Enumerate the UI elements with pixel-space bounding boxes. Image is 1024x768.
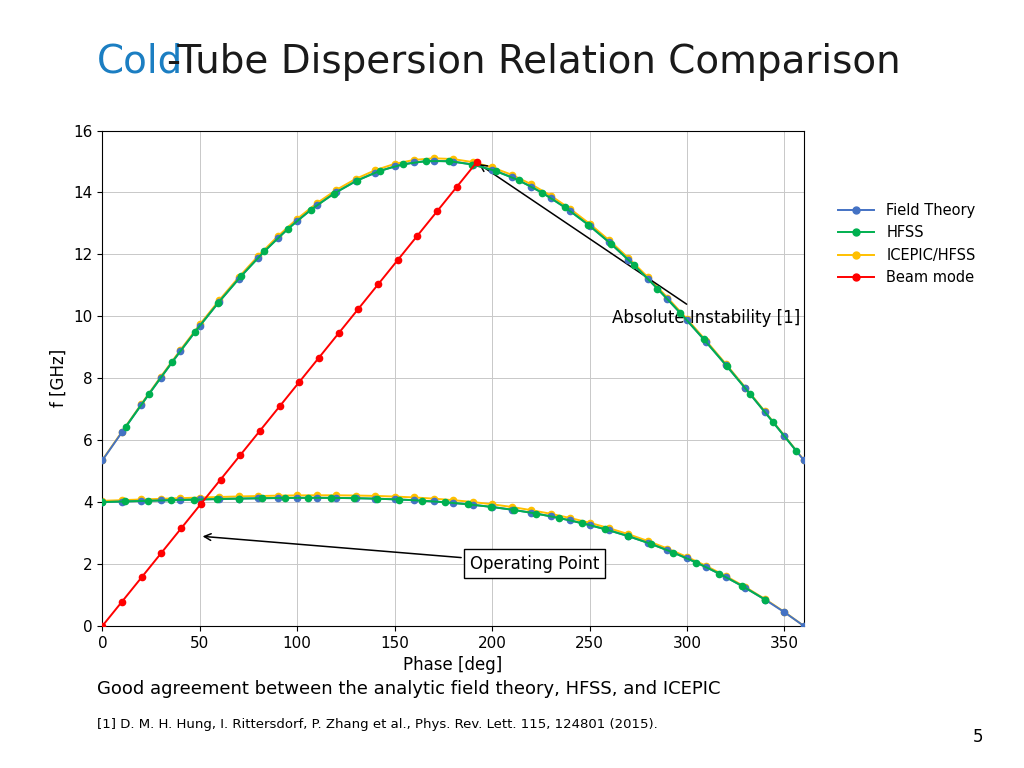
Text: Absolute Instability [1]: Absolute Instability [1] — [480, 165, 801, 326]
Text: 5: 5 — [973, 729, 983, 746]
Text: Good agreement between the analytic field theory, HFSS, and ICEPIC: Good agreement between the analytic fiel… — [97, 680, 721, 697]
Text: -Tube Dispersion Relation Comparison: -Tube Dispersion Relation Comparison — [167, 43, 900, 81]
Text: Cold: Cold — [97, 43, 183, 81]
Text: Operating Point: Operating Point — [205, 534, 600, 573]
Text: [1] D. M. H. Hung, I. Rittersdorf, P. Zhang et al., Phys. Rev. Lett. 115, 124801: [1] D. M. H. Hung, I. Rittersdorf, P. Zh… — [97, 718, 658, 731]
Y-axis label: f [GHz]: f [GHz] — [50, 349, 68, 407]
X-axis label: Phase [deg]: Phase [deg] — [403, 656, 503, 674]
Legend: Field Theory, HFSS, ICEPIC/HFSS, Beam mode: Field Theory, HFSS, ICEPIC/HFSS, Beam mo… — [833, 197, 981, 291]
